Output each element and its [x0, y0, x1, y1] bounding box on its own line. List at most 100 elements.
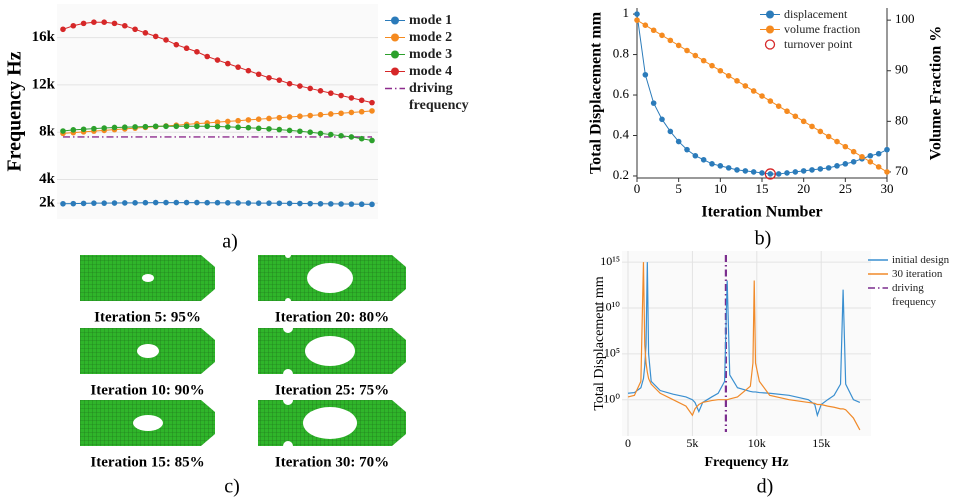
legend-marker — [391, 34, 399, 42]
point — [266, 75, 272, 81]
caption: Iteration 15: 85% — [90, 454, 204, 470]
hole — [303, 407, 357, 439]
legend-marker — [391, 68, 399, 76]
point — [194, 200, 200, 206]
point — [184, 200, 190, 206]
point — [818, 166, 824, 172]
point — [215, 124, 221, 130]
legend-entry: mode 2 — [383, 29, 493, 46]
point — [668, 129, 674, 135]
panel-label: d) — [757, 476, 774, 498]
point — [709, 63, 715, 69]
point — [634, 17, 640, 23]
x-tick-label: 10k — [748, 436, 766, 450]
point — [328, 90, 334, 96]
point — [659, 33, 665, 39]
x-tick-label: 30 — [881, 181, 894, 196]
point — [60, 128, 66, 134]
x-tick-label: 20 — [797, 181, 810, 196]
point — [246, 68, 252, 74]
point — [153, 34, 159, 40]
legend-entry: driving frequency — [383, 80, 493, 114]
point — [826, 165, 832, 171]
point — [256, 116, 262, 122]
hole — [142, 274, 154, 282]
legend-swatch — [383, 29, 409, 46]
caption: Iteration 20: 80% — [275, 309, 389, 325]
point — [684, 48, 690, 54]
point — [668, 38, 674, 44]
y2-tick-label: 90 — [895, 62, 908, 77]
panel-label: c) — [224, 476, 240, 498]
point — [338, 133, 344, 139]
point — [349, 201, 355, 207]
y-axis-label: Total Displacement mm — [588, 11, 605, 174]
point — [112, 21, 118, 27]
point — [726, 165, 732, 171]
point — [287, 201, 293, 207]
legend-marker — [766, 40, 775, 49]
legend-label: mode 3 — [409, 46, 452, 63]
notch — [283, 323, 293, 333]
point — [266, 116, 272, 122]
legend-marker — [766, 11, 774, 19]
point — [743, 83, 749, 89]
point — [759, 93, 765, 99]
notch — [283, 441, 293, 451]
legend-entry: turnover point — [758, 37, 878, 52]
point — [122, 23, 128, 29]
caption: Iteration 25: 75% — [275, 382, 389, 398]
x-tick-label: 5k — [686, 436, 698, 450]
point — [768, 98, 774, 104]
point — [359, 109, 365, 115]
point — [701, 157, 707, 163]
point — [734, 78, 740, 84]
point — [256, 125, 262, 131]
point — [349, 134, 355, 140]
point — [328, 111, 334, 117]
legend-label: 30 iteration — [892, 267, 942, 281]
point — [851, 149, 857, 155]
legend-entry: displacement — [758, 7, 878, 22]
point — [246, 200, 252, 206]
point — [369, 100, 375, 106]
legend-swatch — [383, 63, 409, 80]
legend-label: displacement — [784, 7, 847, 22]
caption: Iteration 30: 70% — [275, 454, 389, 470]
point — [204, 123, 210, 129]
legend-entry: mode 3 — [383, 46, 493, 63]
point — [784, 108, 790, 114]
y-tick-label: 8k — [39, 124, 56, 140]
legend-swatch — [383, 12, 409, 29]
y2-tick-label: 100 — [895, 11, 915, 26]
point — [843, 161, 849, 167]
point — [876, 151, 882, 157]
point — [338, 93, 344, 99]
legend-label: driving frequency — [409, 80, 493, 114]
point — [709, 161, 715, 167]
point — [101, 125, 107, 131]
point — [256, 71, 262, 77]
point — [91, 200, 97, 206]
x-axis-label: Frequency Hz — [704, 455, 788, 470]
legend-label: mode 1 — [409, 12, 452, 29]
point — [215, 200, 221, 206]
legend-swatch — [383, 46, 409, 63]
caption: Iteration 5: 95% — [94, 309, 201, 325]
point — [307, 113, 313, 119]
hole — [305, 336, 355, 366]
point — [369, 138, 375, 144]
figure: a) b) c) d) Iteration 5: 95%Iteration 10… — [0, 0, 953, 499]
point — [693, 153, 699, 159]
point — [328, 201, 334, 207]
point — [143, 200, 149, 206]
legend-label: driving frequency — [892, 281, 952, 309]
point — [793, 169, 799, 175]
point — [112, 200, 118, 206]
point — [726, 73, 732, 79]
point — [184, 123, 190, 129]
point — [163, 123, 169, 129]
point — [801, 168, 807, 174]
point — [266, 200, 272, 206]
point — [204, 54, 210, 60]
